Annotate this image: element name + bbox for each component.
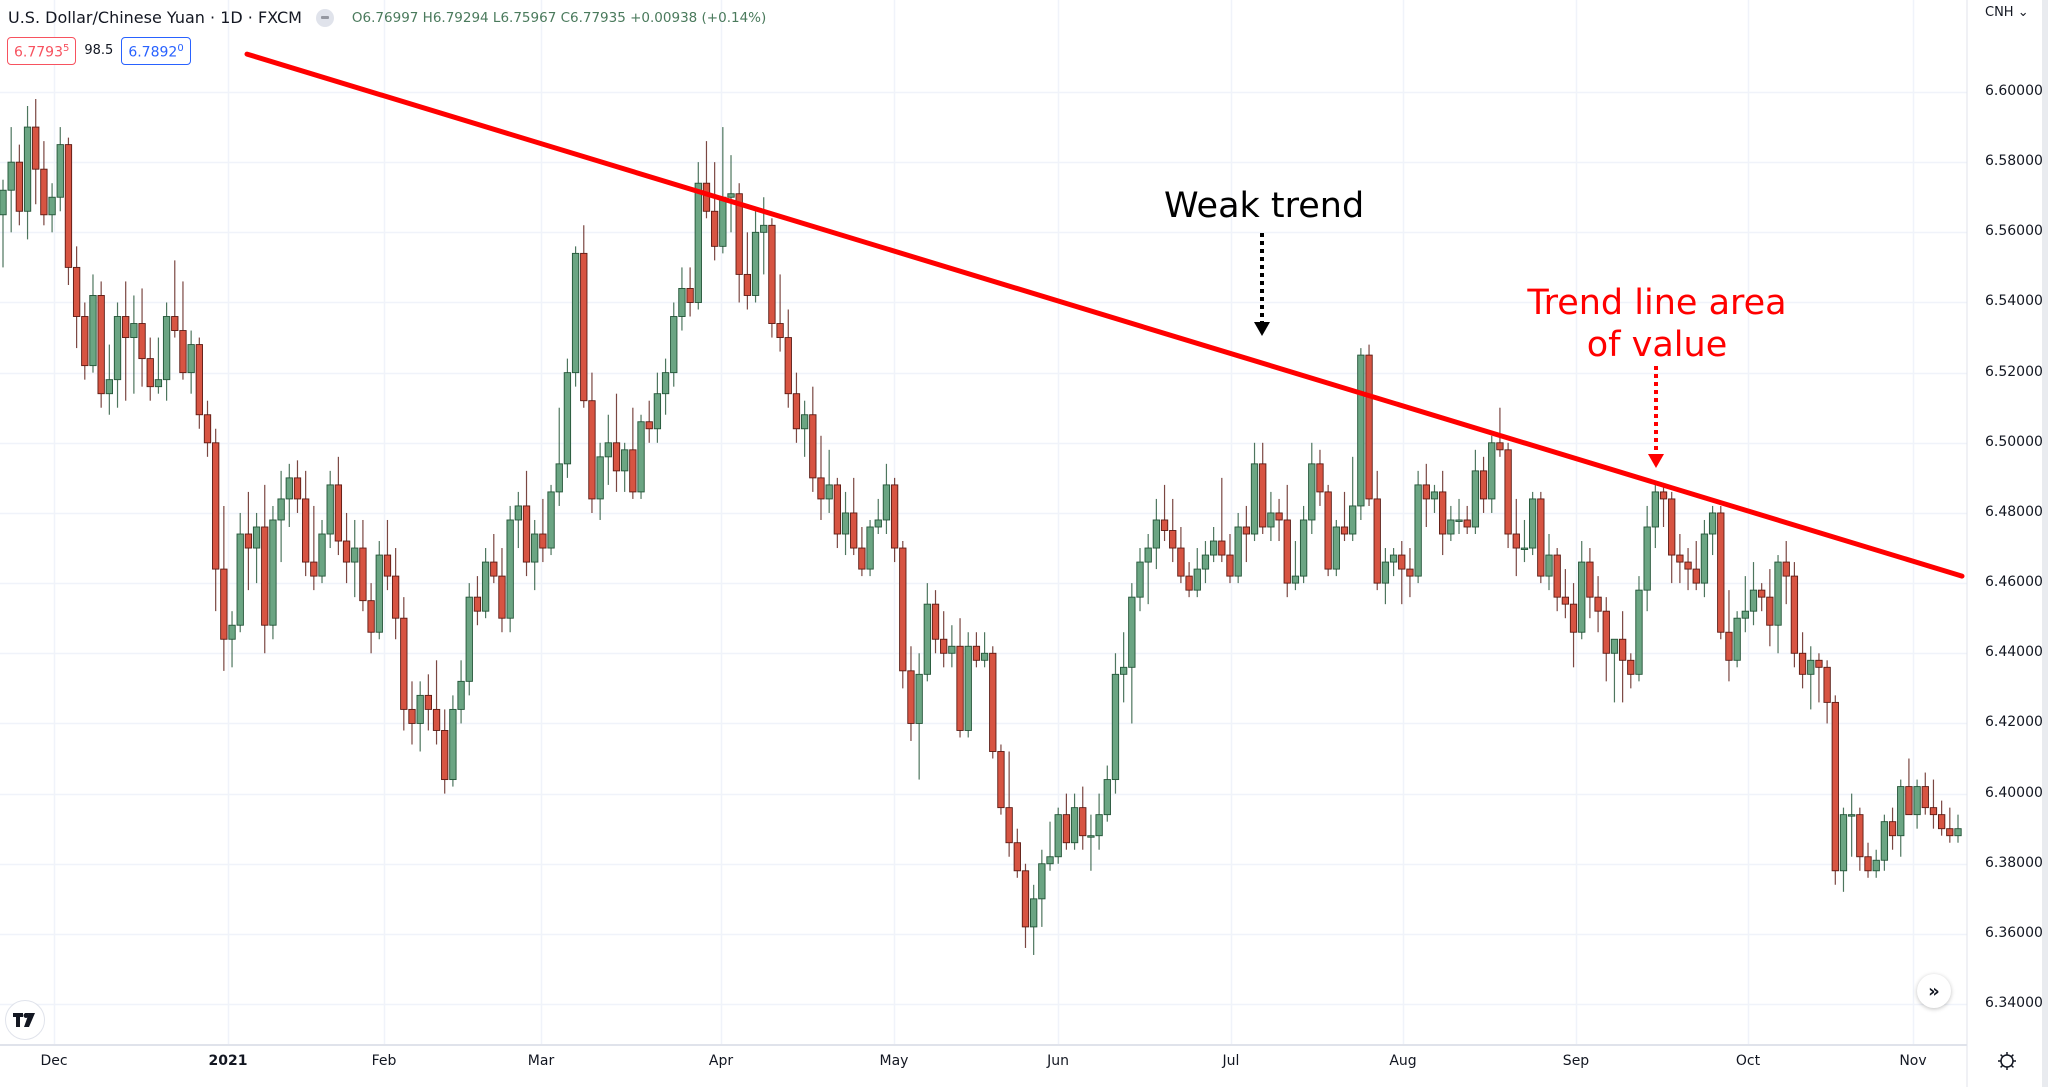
chevron-down-icon: ⌄ — [2017, 5, 2029, 20]
sell-price-main: 6.7793 — [14, 44, 63, 61]
scroll-to-realtime-button[interactable]: » — [1917, 974, 1951, 1008]
time-tick-label: Jun — [1047, 1053, 1069, 1069]
price-tick-label: 6.42000 — [1985, 714, 2043, 731]
sell-price-button[interactable]: 6.77935 — [7, 37, 77, 65]
currency-selector[interactable]: CNH ⌄ — [1985, 5, 2029, 20]
right-edge-scrollbar[interactable] — [2042, 0, 2048, 1087]
weak-trend-arrow — [1254, 233, 1270, 336]
time-tick-label: 2021 — [208, 1053, 248, 1069]
price-tick-label: 6.40000 — [1985, 784, 2043, 801]
area-of-value-line2: of value — [1586, 325, 1728, 365]
time-tick-label: Aug — [1389, 1053, 1417, 1069]
time-tick-label: Dec — [40, 1053, 68, 1069]
price-tick-label: 6.48000 — [1985, 503, 2043, 520]
trend-line[interactable] — [244, 51, 1965, 579]
time-tick-label: May — [879, 1053, 909, 1069]
settings-gear-icon[interactable] — [1996, 1050, 2018, 1072]
sell-price-sup: 5 — [63, 43, 70, 54]
price-tick-label: 6.46000 — [1985, 574, 2043, 591]
price-tick-label: 6.58000 — [1985, 153, 2043, 170]
time-tick-label: Nov — [1899, 1053, 1927, 1069]
buy-price-sup: 0 — [177, 43, 184, 54]
price-tick-label: 6.38000 — [1985, 854, 2043, 871]
time-tick-label: Mar — [527, 1053, 555, 1069]
price-tick-label: 6.56000 — [1985, 223, 2043, 240]
ohlc-values: O6.76997 H6.79294 L6.75967 C6.77935 +0.0… — [351, 9, 767, 26]
chart-legend: U.S. Dollar/Chinese Yuan · 1D · FXCM O6.… — [8, 8, 766, 27]
price-tick-label: 6.44000 — [1985, 644, 2043, 661]
grid-lines — [0, 0, 1967, 1045]
tradingview-logo-icon[interactable] — [5, 1000, 45, 1040]
price-tick-label: 6.60000 — [1985, 83, 2043, 99]
buy-price-main: 6.7892 — [128, 44, 178, 61]
area-of-value-annotation: Trend line area of value — [1500, 282, 1814, 366]
spread-value: 98.5 — [84, 43, 114, 59]
time-tick-label: Sep — [1562, 1053, 1590, 1069]
price-tick-label: 6.36000 — [1985, 924, 2043, 941]
time-tick-label: Jul — [1222, 1053, 1240, 1069]
candlestick-series — [0, 99, 1962, 955]
symbol-title[interactable]: U.S. Dollar/Chinese Yuan · 1D · FXCM — [8, 8, 302, 27]
hide-series-icon[interactable] — [315, 8, 334, 27]
price-tick-label: 6.34000 — [1985, 995, 2043, 1012]
weak-trend-annotation: Weak trend — [1164, 186, 1365, 226]
buy-price-button[interactable]: 6.78920 — [121, 37, 191, 65]
price-tick-label: 6.50000 — [1985, 433, 2043, 450]
time-tick-label: Apr — [708, 1053, 734, 1069]
area-of-value-line1: Trend line area — [1527, 283, 1787, 323]
area-of-value-arrow — [1648, 366, 1664, 468]
time-tick-label: Oct — [1735, 1053, 1761, 1069]
bid-ask-panel: 6.77935 98.5 6.78920 — [7, 37, 191, 65]
price-tick-label: 6.54000 — [1985, 293, 2043, 310]
double-chevron-right-icon: » — [1928, 980, 1940, 1002]
price-tick-label: 6.52000 — [1985, 363, 2043, 380]
time-tick-label: Feb — [371, 1053, 397, 1069]
currency-label: CNH — [1985, 5, 2014, 20]
